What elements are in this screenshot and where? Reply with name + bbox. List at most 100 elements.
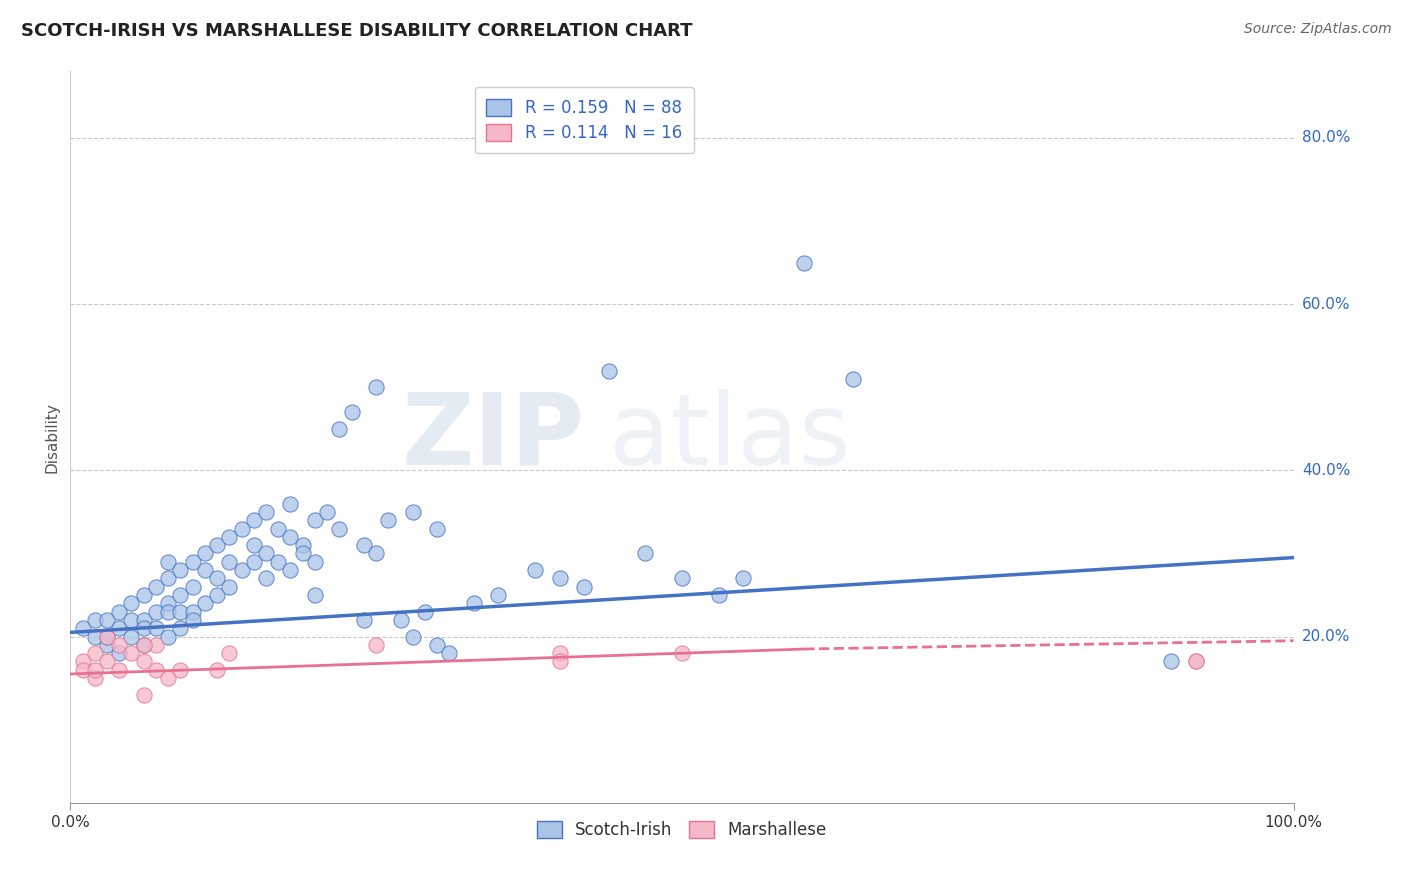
Point: [304, 555, 326, 569]
Point: [145, 638, 167, 652]
Point: [793, 255, 815, 269]
Point: [328, 422, 350, 436]
Point: [463, 596, 485, 610]
Point: [243, 538, 266, 552]
Point: [169, 563, 191, 577]
Legend: Scotch-Irish, Marshallese: Scotch-Irish, Marshallese: [530, 814, 834, 846]
Point: [353, 613, 375, 627]
Point: [291, 546, 314, 560]
Point: [548, 646, 571, 660]
Point: [205, 571, 228, 585]
Point: [426, 638, 449, 652]
Point: [218, 646, 240, 660]
Text: 40.0%: 40.0%: [1302, 463, 1350, 478]
Point: [121, 630, 143, 644]
Point: [145, 621, 167, 635]
Point: [96, 655, 118, 669]
Text: ZIP: ZIP: [401, 389, 583, 485]
Point: [634, 546, 657, 560]
Point: [413, 605, 436, 619]
Point: [169, 605, 191, 619]
Point: [218, 530, 240, 544]
Point: [157, 555, 180, 569]
Point: [96, 638, 118, 652]
Point: [108, 638, 131, 652]
Point: [157, 630, 180, 644]
Text: 20.0%: 20.0%: [1302, 629, 1350, 644]
Point: [328, 521, 350, 535]
Point: [194, 546, 217, 560]
Point: [169, 588, 191, 602]
Point: [254, 546, 277, 560]
Point: [1184, 655, 1206, 669]
Point: [205, 588, 228, 602]
Point: [194, 563, 217, 577]
Point: [707, 588, 730, 602]
Point: [280, 530, 302, 544]
Point: [181, 613, 204, 627]
Point: [132, 613, 155, 627]
Point: [267, 555, 290, 569]
Point: [157, 605, 180, 619]
Point: [72, 655, 94, 669]
Point: [402, 505, 425, 519]
Point: [218, 555, 240, 569]
Text: 80.0%: 80.0%: [1302, 130, 1350, 145]
Point: [304, 588, 326, 602]
Text: Source: ZipAtlas.com: Source: ZipAtlas.com: [1244, 22, 1392, 37]
Point: [280, 497, 302, 511]
Point: [72, 663, 94, 677]
Point: [205, 663, 228, 677]
Point: [108, 621, 131, 635]
Point: [157, 596, 180, 610]
Point: [83, 630, 105, 644]
Point: [254, 505, 277, 519]
Text: SCOTCH-IRISH VS MARSHALLESE DISABILITY CORRELATION CHART: SCOTCH-IRISH VS MARSHALLESE DISABILITY C…: [21, 22, 693, 40]
Point: [389, 613, 412, 627]
Point: [671, 571, 693, 585]
Point: [402, 630, 425, 644]
Point: [842, 372, 865, 386]
Point: [181, 605, 204, 619]
Point: [169, 663, 191, 677]
Point: [132, 621, 155, 635]
Point: [267, 521, 290, 535]
Point: [132, 638, 155, 652]
Point: [1160, 655, 1182, 669]
Point: [291, 538, 314, 552]
Point: [145, 605, 167, 619]
Point: [524, 563, 547, 577]
Point: [108, 646, 131, 660]
Point: [121, 646, 143, 660]
Point: [108, 605, 131, 619]
Point: [340, 405, 363, 419]
Point: [304, 513, 326, 527]
Point: [96, 613, 118, 627]
Point: [316, 505, 339, 519]
Point: [83, 663, 105, 677]
Point: [733, 571, 755, 585]
Point: [121, 613, 143, 627]
Point: [426, 521, 449, 535]
Point: [96, 630, 118, 644]
Point: [72, 621, 94, 635]
Point: [108, 663, 131, 677]
Point: [96, 630, 118, 644]
Point: [377, 513, 399, 527]
Text: atlas: atlas: [609, 389, 851, 485]
Point: [439, 646, 461, 660]
Point: [132, 655, 155, 669]
Point: [548, 655, 571, 669]
Text: 60.0%: 60.0%: [1302, 297, 1350, 311]
Point: [1184, 655, 1206, 669]
Point: [243, 513, 266, 527]
Point: [145, 580, 167, 594]
Point: [572, 580, 595, 594]
Point: [121, 596, 143, 610]
Point: [83, 613, 105, 627]
Point: [218, 580, 240, 594]
Point: [488, 588, 510, 602]
Point: [231, 521, 253, 535]
Point: [366, 546, 388, 560]
Point: [598, 363, 620, 377]
